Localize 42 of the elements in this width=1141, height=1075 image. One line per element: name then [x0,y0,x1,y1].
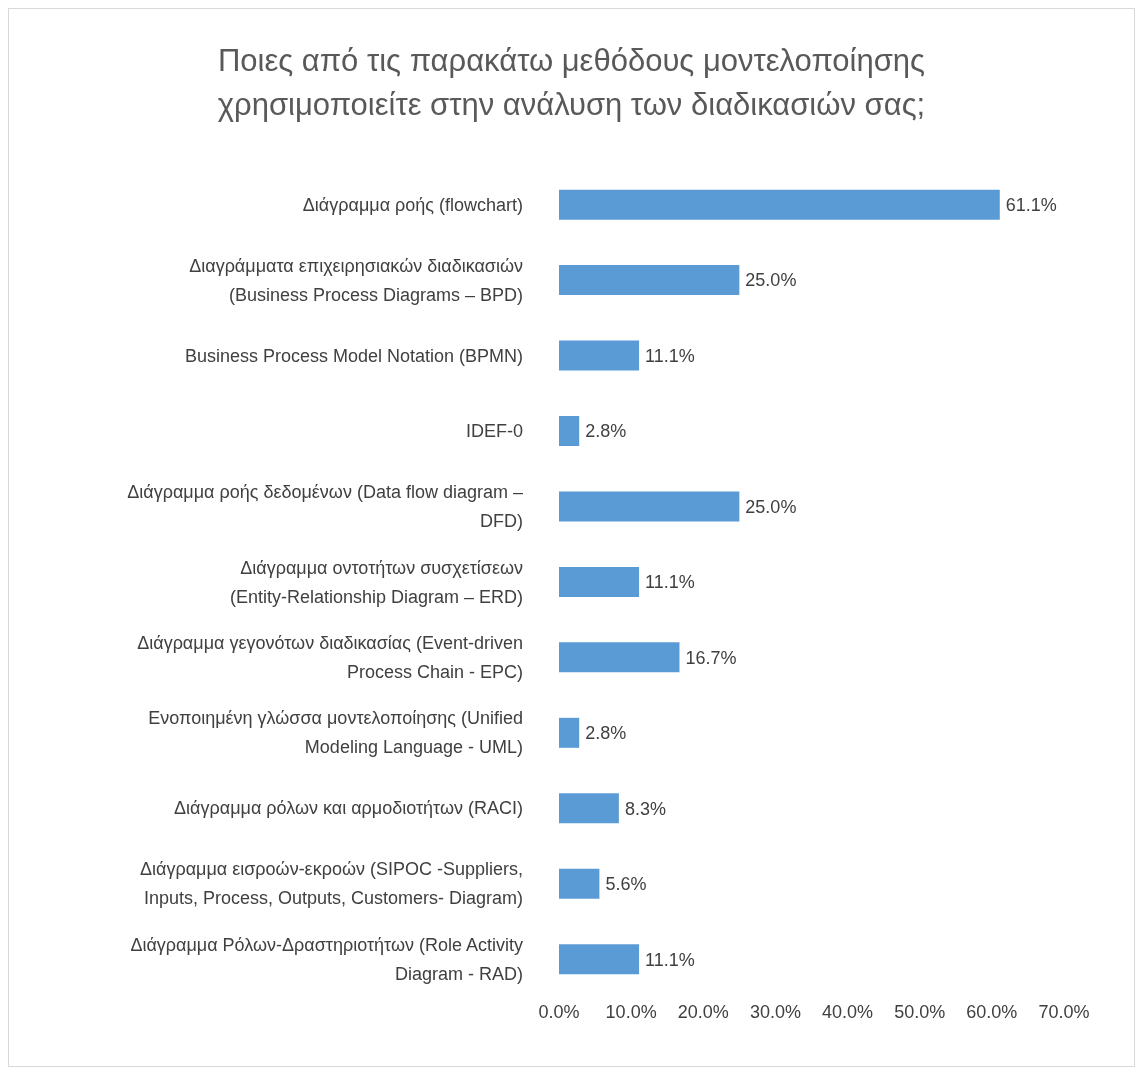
bar [559,491,740,522]
x-tick-label: 70.0% [1038,1001,1090,1022]
data-label: 11.1% [645,345,695,366]
bar [559,717,580,748]
x-tick-label: 0.0% [538,1001,580,1022]
x-tick-label: 40.0% [822,1001,874,1022]
x-tick-label: 10.0% [605,1001,657,1022]
data-label: 25.0% [745,270,797,291]
chart-title: Ποιες από τις παρακάτω μεθόδους μοντελοποίησης χρησιμοποιείτε στην ανάλυση των διαδικασιών σας; [216,42,927,124]
bar [559,868,600,899]
y-tick-label: Ενοποιημένη γλώσσα μοντελοποίησης (Unified Modeling Language - UML) [148,708,523,758]
data-label: 2.8% [585,723,627,744]
bar [559,944,640,975]
y-tick-label: Διάγραμμα εισροών-εκροών (SIPOC -Suppliers, Inputs, Process, Outputs, Customers- Diagram) [139,859,523,909]
bar [559,189,1000,220]
y-tick-label: Διάγραμμα ρόλων και αρμοδιοτήτων (RACI) [174,798,523,819]
y-tick-label: Διάγραμμα ροής δεδομένων (Data flow diagram – DFD) [127,482,523,532]
x-tick-label: 50.0% [894,1001,946,1022]
data-label: 8.3% [624,798,666,819]
bar [559,642,680,673]
y-tick-label: Διάγραμμα γεγονότων διαδικασίας (Event-driven Process Chain - EPC) [137,632,523,682]
data-label: 61.1% [1005,195,1057,216]
bar [559,416,580,446]
data-label: 25.0% [745,496,797,517]
bar [559,566,640,597]
y-tick-label: Διάγραμμα οντοτήτων συσχετίσεων (Entity-Relationship Diagram – ERD) [229,557,523,607]
x-tick-label: 30.0% [749,1001,801,1022]
bar [559,340,640,371]
y-tick-label: Business Process Model Notation (BPMN) [184,345,523,366]
bar [559,793,619,824]
y-tick-label: Διάγραμμα Ρόλων-Δραστηριοτήτων (Role Activity Diagram - RAD) [130,934,523,984]
data-label: 16.7% [685,647,737,668]
data-label: 5.6% [605,874,647,895]
data-label: 11.1% [645,572,695,593]
data-label: 11.1% [645,949,695,970]
x-tick-label: 60.0% [966,1001,1018,1022]
data-label: 2.8% [585,421,627,442]
x-tick-label: 20.0% [677,1001,729,1022]
y-tick-label: IDEF-0 [465,421,523,442]
y-tick-label: Διάγραμμα ροής (flowchart) [302,194,523,215]
y-tick-label: Διαγράμματα επιχειρησιακών διαδικασιών (Business Process Diagrams – BPD) [189,255,523,305]
bar [559,265,740,296]
